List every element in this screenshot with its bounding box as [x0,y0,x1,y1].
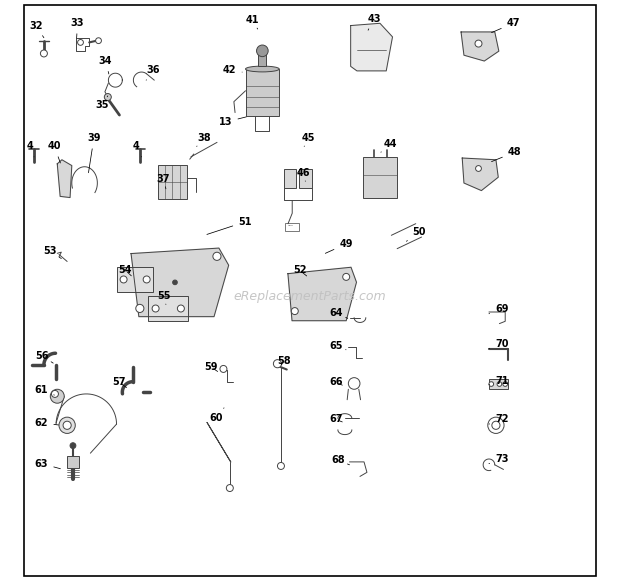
Text: 52: 52 [293,265,307,276]
Circle shape [278,462,285,469]
Circle shape [152,305,159,312]
Text: 68: 68 [331,455,350,465]
Text: 13: 13 [219,117,246,127]
Circle shape [70,443,76,449]
Text: 60: 60 [209,408,224,424]
Bar [363,157,397,198]
Text: 54: 54 [118,265,132,276]
Text: 40: 40 [48,141,61,163]
Circle shape [475,40,482,47]
Text: 61: 61 [35,385,55,396]
Text: 51: 51 [207,217,252,235]
Bar [148,296,188,321]
Circle shape [343,274,350,281]
Text: 42: 42 [223,64,242,75]
Polygon shape [351,23,392,71]
Bar [284,169,296,188]
Text: 59: 59 [205,362,218,372]
Circle shape [497,382,502,386]
Text: 47: 47 [492,18,520,33]
Text: 35: 35 [95,96,108,110]
Text: 56: 56 [35,350,53,363]
Circle shape [104,94,112,101]
Text: 71: 71 [489,375,508,386]
Bar [157,165,187,199]
Text: 69: 69 [489,304,508,314]
Text: 66: 66 [329,377,343,388]
Circle shape [50,389,64,403]
Text: 72: 72 [489,414,508,425]
Ellipse shape [246,66,279,72]
Circle shape [220,365,227,372]
Circle shape [503,382,508,386]
Circle shape [51,390,58,397]
Circle shape [177,305,184,312]
Text: 50: 50 [406,227,426,241]
Text: 46: 46 [296,168,310,181]
Text: eReplacementParts.com: eReplacementParts.com [234,290,386,303]
Text: 49: 49 [326,239,353,253]
Circle shape [273,360,281,368]
Text: 33: 33 [71,18,84,38]
Bar [259,52,267,66]
Text: 48: 48 [492,147,521,162]
Text: 32: 32 [29,20,44,38]
Text: 39: 39 [87,133,100,173]
Text: 57: 57 [113,377,126,388]
Circle shape [489,382,494,386]
Circle shape [213,252,221,260]
Text: 36: 36 [146,64,160,80]
Text: 45: 45 [302,133,316,146]
Bar [299,169,312,188]
Text: 4: 4 [132,141,141,157]
Text: 4: 4 [27,141,34,157]
Bar [246,69,279,116]
Circle shape [291,307,298,314]
Circle shape [488,417,504,433]
Text: 41: 41 [245,15,259,29]
Text: 55: 55 [157,291,171,304]
Circle shape [63,421,71,429]
Bar [117,267,153,292]
Text: 65: 65 [329,340,346,351]
Text: 38: 38 [197,133,211,146]
Bar [489,379,508,389]
Circle shape [78,40,84,45]
Bar [67,456,79,468]
Text: 44: 44 [381,139,397,152]
Bar [285,223,299,231]
Text: 37: 37 [157,174,171,189]
Circle shape [136,304,144,313]
Text: 70: 70 [489,339,508,349]
Circle shape [172,280,177,285]
Circle shape [492,421,500,429]
Polygon shape [57,160,72,198]
Text: 58: 58 [277,356,291,367]
Circle shape [226,485,233,492]
Circle shape [143,276,150,283]
Polygon shape [463,158,498,191]
Circle shape [120,276,127,283]
Polygon shape [288,267,356,321]
Text: 43: 43 [367,13,381,30]
Text: 62: 62 [35,418,58,428]
Polygon shape [131,248,229,317]
Text: 73: 73 [489,454,508,464]
Polygon shape [461,32,499,61]
Text: 63: 63 [35,458,60,469]
Text: 64: 64 [329,307,348,318]
Circle shape [348,378,360,389]
Circle shape [257,45,268,57]
Circle shape [95,38,102,44]
Circle shape [59,417,75,433]
Circle shape [40,50,47,57]
Circle shape [476,166,481,171]
Text: 67: 67 [329,414,343,425]
Text: 34: 34 [99,56,112,74]
Text: 53: 53 [43,246,61,259]
